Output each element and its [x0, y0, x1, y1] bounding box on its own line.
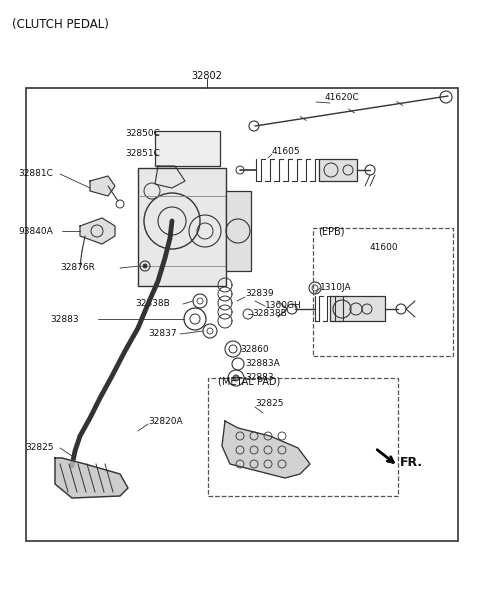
Bar	[313, 228, 453, 356]
Circle shape	[233, 375, 239, 381]
Polygon shape	[55, 458, 128, 498]
Polygon shape	[80, 218, 115, 244]
Bar	[319, 159, 357, 181]
Bar	[208, 378, 398, 496]
Text: (METAL PAD): (METAL PAD)	[218, 376, 280, 386]
Text: 32860: 32860	[240, 344, 269, 353]
Bar	[26, 88, 458, 541]
Text: 41605: 41605	[272, 147, 300, 156]
Bar	[155, 131, 220, 166]
Polygon shape	[90, 176, 115, 196]
Text: 32838B: 32838B	[252, 309, 287, 318]
Polygon shape	[222, 421, 310, 478]
Text: (EPB): (EPB)	[318, 226, 345, 236]
Bar	[330, 296, 385, 321]
Text: 1360GH: 1360GH	[265, 302, 302, 311]
Text: 32850C: 32850C	[125, 129, 160, 138]
Bar	[138, 168, 226, 286]
Text: 32883: 32883	[245, 374, 274, 383]
Text: 32802: 32802	[192, 71, 222, 81]
Polygon shape	[155, 166, 185, 188]
Text: 32820A: 32820A	[148, 417, 182, 426]
Text: 32837: 32837	[148, 330, 177, 339]
Text: 41600: 41600	[370, 244, 398, 253]
Text: (CLUTCH PEDAL): (CLUTCH PEDAL)	[12, 18, 109, 31]
Bar	[226, 191, 251, 271]
Text: 93840A: 93840A	[18, 226, 53, 235]
Text: 32881C: 32881C	[18, 169, 53, 178]
Text: 32825: 32825	[25, 443, 53, 452]
Text: 32825: 32825	[255, 399, 284, 408]
Text: 32839: 32839	[245, 290, 274, 299]
Text: 32883: 32883	[50, 315, 79, 324]
Text: FR.: FR.	[400, 457, 423, 470]
Circle shape	[143, 264, 147, 268]
Text: 32876R: 32876R	[60, 263, 95, 272]
Text: 1310JA: 1310JA	[320, 284, 352, 293]
Text: 32883A: 32883A	[245, 359, 280, 368]
Text: 32838B: 32838B	[135, 300, 170, 309]
Text: 32851C: 32851C	[125, 148, 160, 157]
Text: 41620C: 41620C	[325, 94, 360, 103]
